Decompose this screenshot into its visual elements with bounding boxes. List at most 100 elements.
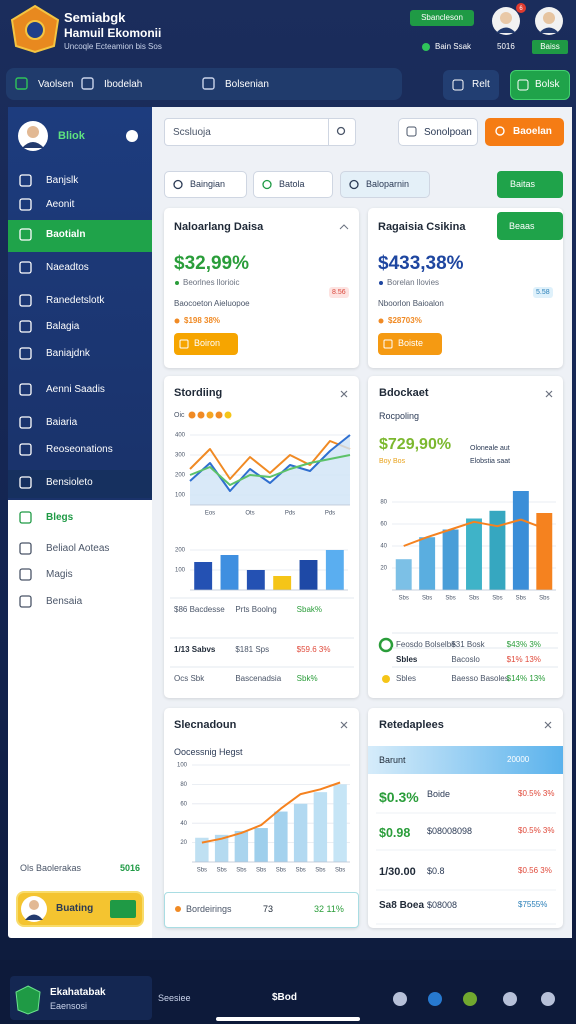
filter-label[interactable]: Baingian (190, 179, 226, 189)
card-change: 8.56 (329, 287, 349, 298)
sidebar-item[interactable]: Beliaol Aoteas (46, 543, 110, 554)
filter-label[interactable]: Batola (279, 179, 305, 189)
sidebar-item[interactable]: Ranedetslotk (46, 295, 105, 306)
footer-cell: Bascenadsia (235, 674, 282, 683)
sidebar-item[interactable]: Baniajdnk (46, 348, 90, 359)
bottom-label: Seesiee (158, 993, 191, 1003)
sidebar-item[interactable]: Aeonit (46, 199, 75, 210)
table-cell: $08008 (427, 900, 458, 910)
toolbar-button-label[interactable]: Sonolpoan (424, 127, 472, 138)
card-title: Naloarlang Daisa (174, 221, 264, 233)
avatar (535, 7, 563, 35)
card-top-button[interactable] (497, 212, 563, 240)
user-button-label[interactable]: Buating (56, 903, 94, 914)
sidebar-item[interactable]: Baiaria (46, 417, 78, 428)
sidebar-item[interactable]: Banjslk (46, 175, 79, 186)
card-note: Borelan llovies (387, 278, 440, 287)
panel-legend: Oic (174, 412, 185, 419)
card-value: $433,38% (378, 253, 464, 274)
status-label: Bain Ssak (435, 42, 472, 51)
nav-button-label[interactable]: Relt (472, 79, 490, 90)
sidebar-item[interactable]: Balagia (46, 321, 80, 332)
avatar-body (496, 27, 516, 33)
card-delta: $28703% (388, 316, 422, 325)
panel-side-note: Elobstia saat (470, 458, 511, 465)
search-icon-box[interactable] (328, 118, 356, 146)
avatar (492, 7, 520, 35)
footer-cell: $1% 13% (506, 655, 541, 664)
table-cell: Boide (427, 789, 451, 799)
table-cell: $0.3% (379, 789, 419, 805)
notification-count: 6 (519, 6, 523, 12)
notification-dot (516, 3, 526, 13)
profile-name: Bliok (58, 130, 85, 142)
table-cell: $0.56 3% (518, 866, 552, 875)
footer-cell: Prts Boolng (235, 605, 277, 614)
avatar-face (543, 12, 555, 24)
sidebar-item[interactable]: Bensaia (46, 596, 83, 607)
panel-subtitle: Rocpoling (379, 411, 420, 421)
sidebar-item[interactable]: Blegs (46, 512, 74, 523)
bottom-value: $Bod (272, 992, 297, 1003)
nav-button[interactable] (443, 70, 499, 100)
panel-value: $729,90% (379, 436, 452, 453)
filter-label[interactable]: Baloparnin (366, 179, 410, 189)
sidebar-active (8, 220, 152, 252)
status-button[interactable]: Baiss (532, 40, 568, 54)
header-caption: Uncoqle Ecteamion bis Sos (64, 42, 162, 51)
panel-subtitle: Oocessnig Hegst (174, 747, 243, 757)
avatar-body (539, 27, 559, 33)
panel-band (368, 746, 563, 774)
card-delta: $198 38% (184, 316, 221, 325)
footer-cell: 1/13 Sabvs (174, 645, 216, 654)
status-value: 5016 (497, 42, 515, 51)
panel-value-note: Boy Bos (379, 458, 406, 465)
filter-action[interactable] (497, 171, 563, 198)
panel-side-note: Oloneale aut (470, 445, 510, 452)
card-button[interactable] (378, 333, 442, 355)
footer-cell: Bordeirings (186, 904, 232, 914)
nav-item[interactable]: Ibodelah (104, 79, 143, 90)
footer-cell: Sbles (396, 655, 418, 664)
card-button-label[interactable]: Boiron (194, 338, 221, 348)
nav-item[interactable]: Bolsenian (225, 79, 269, 90)
footer-cell: $59.6 3% (296, 645, 331, 654)
sidebar-item[interactable]: Magis (46, 569, 73, 580)
footer-cell: Feosdo Bolselbe (396, 640, 456, 649)
nav-button-label[interactable]: Bolsk (535, 79, 560, 90)
sidebar-item[interactable]: Bensioleto (46, 477, 93, 488)
card-change: 5.58 (533, 287, 553, 298)
toolbar-action-label[interactable]: Baoelan (513, 126, 552, 137)
header-title: Semiabgk (64, 10, 126, 25)
sidebar-item[interactable]: Reoseonations (46, 444, 113, 455)
panel-footer-box (164, 892, 359, 928)
sidebar-item[interactable]: Naeadtos (46, 262, 89, 273)
card (368, 376, 563, 698)
table-cell: $08008098 (427, 826, 473, 836)
sidebar-item[interactable]: Baotialn (46, 229, 86, 240)
table-cell: $0.5% 3% (518, 826, 555, 835)
sidebar-highlight (8, 470, 152, 498)
card-button-label[interactable]: Boiste (398, 338, 424, 348)
filter-action-label[interactable]: Baitas (510, 179, 536, 189)
header-badge[interactable]: Sbancleson (410, 10, 474, 26)
footer-cell: 32 11% (314, 904, 344, 914)
footer-cell: $86 Bacdesse (174, 605, 225, 614)
search-placeholder[interactable]: Scsluoja (173, 127, 211, 138)
search-box (164, 118, 356, 146)
table-cell: $7555% (518, 900, 548, 909)
logo-core (25, 20, 45, 40)
footer-cell: $43% 3% (506, 640, 541, 649)
footer-cell: $14% 13% (506, 674, 546, 683)
nav-item[interactable]: Vaolsen (38, 79, 74, 90)
footer-cell: Ocs Sbk (174, 674, 205, 683)
sidebar-item[interactable]: Aenni Saadis (46, 384, 105, 395)
card-button[interactable] (174, 333, 238, 355)
band-label: Barunt (379, 755, 406, 765)
card-top-button-label[interactable]: Beaas (509, 221, 535, 231)
footer-cell: Sbk% (296, 674, 318, 683)
table-cell: $0.5% 3% (518, 789, 555, 798)
avatar-face (500, 12, 512, 24)
footer-cell: $181 Sps (235, 645, 270, 654)
